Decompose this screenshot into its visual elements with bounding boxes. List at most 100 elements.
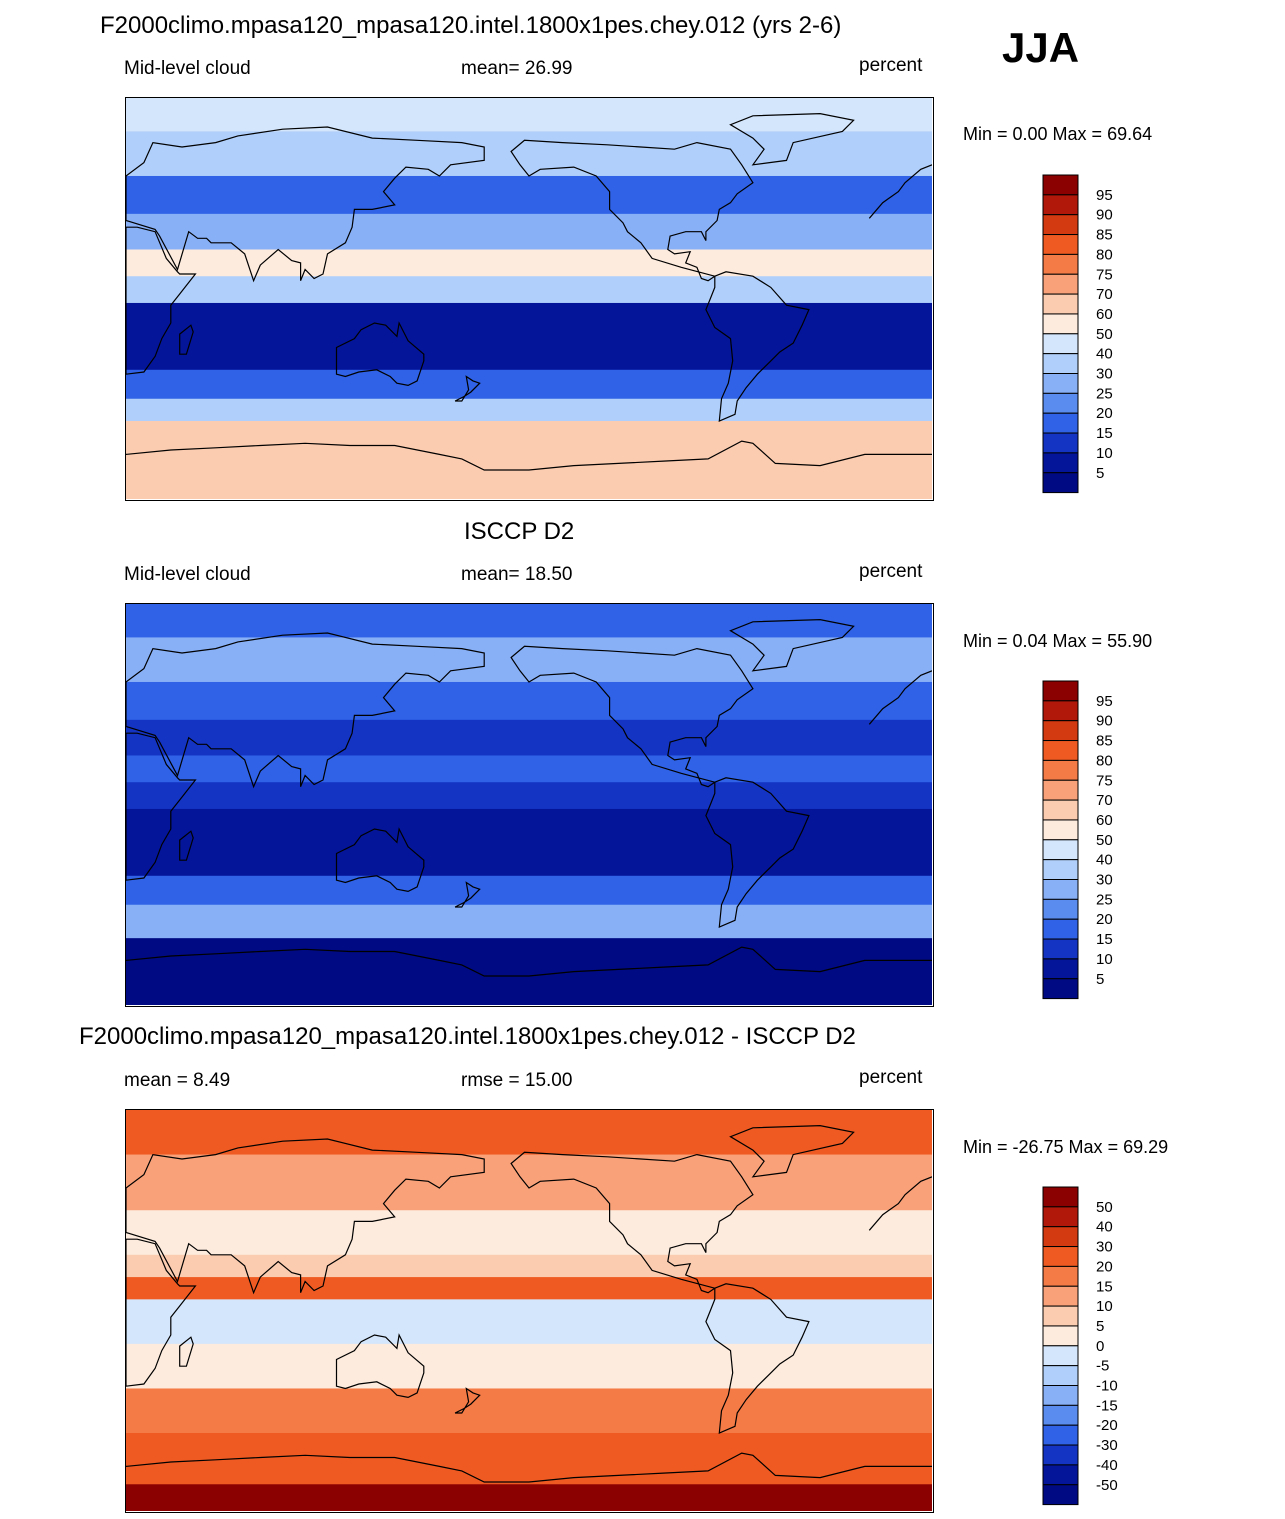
panel2-minmax: Min = 0.04 Max = 55.90 (963, 631, 1153, 651)
colorbar-label-0: 95 (1096, 693, 1113, 710)
coastline-8 (126, 1452, 932, 1483)
colorbar-label-9: -10 (1096, 1378, 1118, 1395)
panel2-map (125, 603, 934, 1007)
colorbar-label-6: 5 (1096, 1318, 1104, 1335)
colorbar-label-13: 10 (1096, 445, 1113, 462)
lat-band-9 (126, 1484, 932, 1511)
colorbar-label-11: 20 (1096, 405, 1113, 422)
colorbar-swatch-8 (1042, 839, 1079, 861)
colorbar-swatch-14 (1042, 1464, 1079, 1486)
colorbar-label-3: 20 (1096, 1258, 1113, 1275)
colorbar-swatch-9 (1042, 859, 1079, 880)
colorbar-swatch-10 (1042, 373, 1079, 394)
colorbar-swatch-8 (1042, 1345, 1079, 1367)
coastline-4 (454, 1387, 481, 1414)
lat-band-6 (126, 302, 932, 371)
colorbar-label-12: 15 (1096, 931, 1113, 948)
coastline-4 (454, 375, 481, 402)
panel1-units: percent (859, 55, 923, 76)
colorbar-swatch-3 (1042, 234, 1079, 255)
lat-band-3 (126, 213, 932, 250)
coastline-3 (335, 827, 425, 893)
coastline-5 (510, 139, 754, 282)
coastline-0 (126, 1238, 197, 1387)
colorbar-swatch-14 (1042, 452, 1079, 474)
coastline-3 (335, 1333, 425, 1399)
lat-band-4 (126, 1277, 932, 1300)
colorbar-swatch-13 (1042, 432, 1079, 454)
colorbar-label-2: 85 (1096, 227, 1113, 244)
colorbar-label-11: -20 (1096, 1417, 1118, 1434)
panel1-title: F2000climo.mpasa120_mpasa120.intel.1800x… (100, 12, 842, 39)
colorbar-label-8: 40 (1096, 346, 1113, 363)
lat-band-8 (126, 904, 932, 939)
lat-band-6 (126, 808, 932, 877)
panel3-title: F2000climo.mpasa120_mpasa120.intel.1800x… (79, 1023, 856, 1050)
panel2-title: ISCCP D2 (464, 518, 575, 545)
colorbar-label-13: 10 (1096, 951, 1113, 968)
panel1-variable: Mid-level cloud (124, 58, 251, 79)
colorbar-label-8: 40 (1096, 852, 1113, 869)
colorbar-label-9: 30 (1096, 872, 1113, 889)
lat-band-2 (126, 1210, 932, 1256)
colorbar-swatch-2 (1042, 1226, 1079, 1248)
colorbar-swatch-5 (1042, 1285, 1079, 1307)
panel2-units: percent (859, 561, 923, 582)
colorbar-swatch-13 (1042, 938, 1079, 960)
colorbar-label-8: -5 (1096, 1358, 1109, 1375)
colorbar-label-4: 75 (1096, 266, 1113, 283)
colorbar-label-10: 25 (1096, 891, 1113, 908)
colorbar-label-12: -30 (1096, 1437, 1118, 1454)
colorbar-swatch-15 (1042, 472, 1079, 494)
lat-band-4 (126, 249, 932, 277)
coastline-5 (510, 645, 754, 788)
colorbar-label-0: 95 (1096, 187, 1113, 204)
panel2-colorbar: 95 90 85 80 75 70 60 50 40 30 25 20 15 10 5 (1042, 680, 1113, 1000)
colorbar-swatch-0 (1042, 174, 1079, 196)
coastline-3 (335, 321, 425, 387)
colorbar-swatch-7 (1042, 819, 1079, 841)
lat-band-4 (126, 755, 932, 783)
colorbar-label-6: 60 (1096, 812, 1113, 829)
colorbar-label-5: 10 (1096, 1298, 1113, 1315)
coastline-5 (510, 1151, 754, 1294)
lat-band-1 (126, 637, 932, 683)
colorbar-label-5: 70 (1096, 792, 1113, 809)
colorbar-label-1: 90 (1096, 713, 1113, 730)
colorbar-swatch-10 (1042, 1385, 1079, 1406)
panel1-map-svg (126, 98, 932, 499)
colorbar-swatch-7 (1042, 313, 1079, 335)
coastline-1 (126, 126, 485, 283)
lat-band-2 (126, 175, 932, 215)
colorbar-swatch-11 (1042, 898, 1079, 920)
colorbar-swatch-1 (1042, 194, 1079, 216)
colorbar-swatch-3 (1042, 740, 1079, 761)
colorbar-swatch-2 (1042, 720, 1079, 742)
colorbar-label-10: 25 (1096, 385, 1113, 402)
colorbar-label-12: 15 (1096, 425, 1113, 442)
colorbar-swatch-4 (1042, 1265, 1079, 1287)
colorbar-label-11: 20 (1096, 911, 1113, 928)
lat-band-1 (126, 131, 932, 177)
lat-band-7 (126, 369, 932, 400)
coastline-8 (126, 946, 932, 977)
colorbar-label-14: 5 (1096, 465, 1104, 482)
colorbar-label-5: 70 (1096, 286, 1113, 303)
colorbar-swatch-6 (1042, 293, 1079, 315)
coastline-6 (729, 112, 855, 166)
panel1-colorbar: 95 90 85 80 75 70 60 50 40 30 25 20 15 10 5 (1042, 174, 1113, 494)
colorbar-label-7: 50 (1096, 326, 1113, 343)
colorbar-swatch-6 (1042, 1305, 1079, 1327)
colorbar-swatch-4 (1042, 759, 1079, 781)
colorbar-swatch-13 (1042, 1444, 1079, 1466)
season-label: JJA (1002, 24, 1080, 71)
coastline-9 (868, 670, 932, 725)
coastline-7 (705, 777, 810, 928)
coastline-2 (179, 1336, 194, 1367)
coastline-8 (126, 440, 932, 471)
coastline-7 (705, 271, 810, 422)
panel3-units: percent (859, 1067, 923, 1088)
colorbar-label-4: 75 (1096, 772, 1113, 789)
panel3-mean: mean = 8.49 (124, 1070, 231, 1091)
colorbar-label-1: 90 (1096, 207, 1113, 224)
